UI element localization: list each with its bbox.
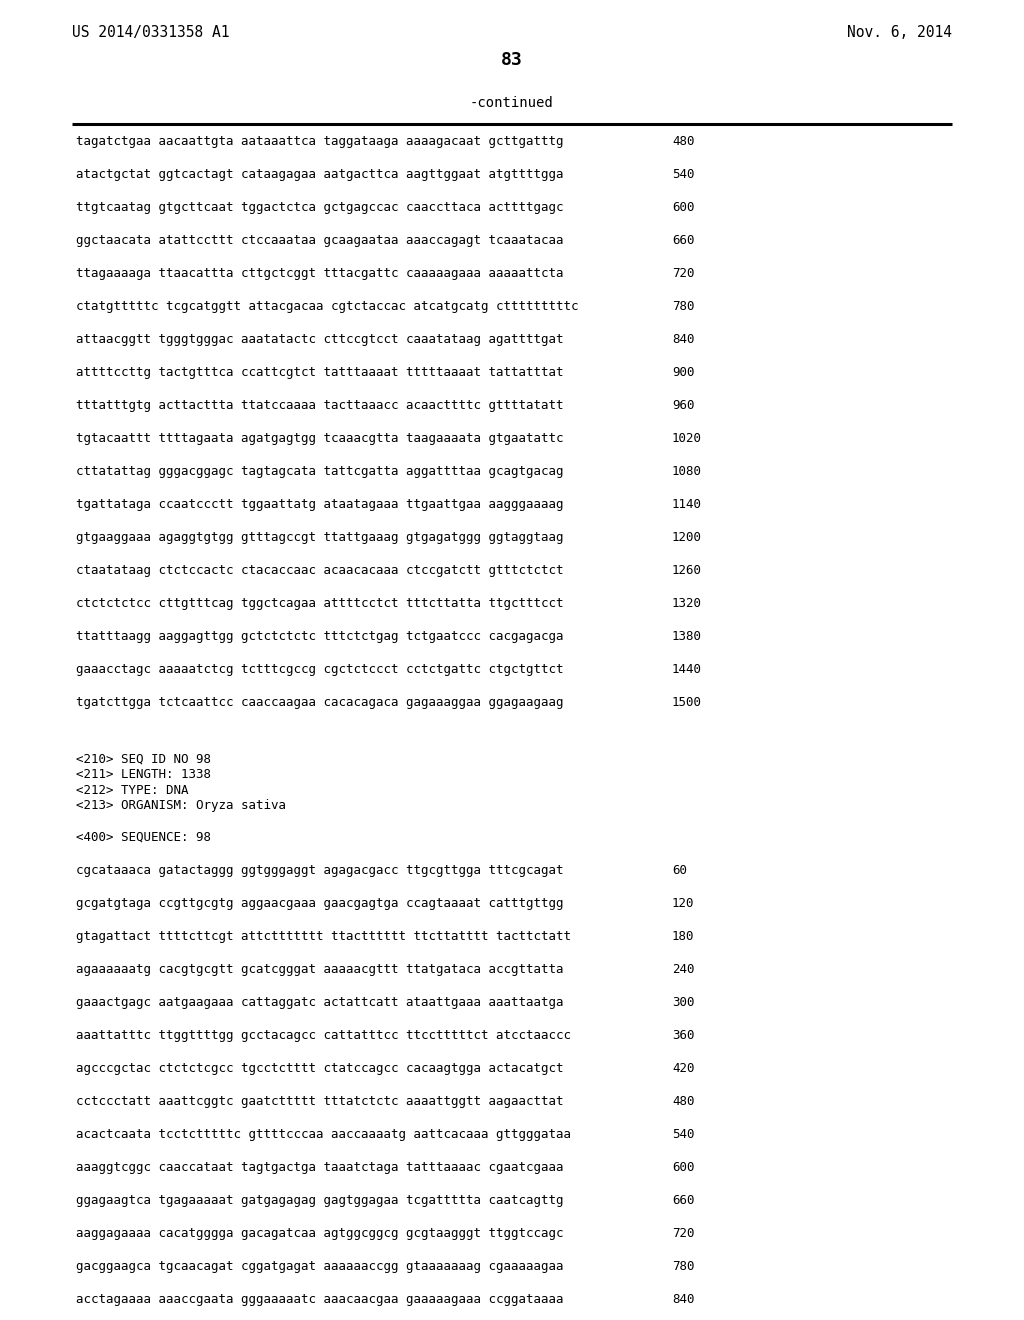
Text: acactcaata tcctctttttc gttttcccaa aaccaaaatg aattcacaaa gttgggataa: acactcaata tcctctttttc gttttcccaa aaccaa… bbox=[76, 1129, 571, 1140]
Text: ctatgtttttc tcgcatggtt attacgacaa cgtctaccac atcatgcatg ctttttttttc: ctatgtttttc tcgcatggtt attacgacaa cgtcta… bbox=[76, 300, 579, 313]
Text: 540: 540 bbox=[672, 168, 694, 181]
Text: <400> SEQUENCE: 98: <400> SEQUENCE: 98 bbox=[76, 832, 211, 843]
Text: ttagaaaaga ttaacattta cttgctcggt tttacgattc caaaaagaaa aaaaattcta: ttagaaaaga ttaacattta cttgctcggt tttacga… bbox=[76, 267, 563, 280]
Text: 900: 900 bbox=[672, 366, 694, 379]
Text: 600: 600 bbox=[672, 1162, 694, 1173]
Text: 780: 780 bbox=[672, 300, 694, 313]
Text: 780: 780 bbox=[672, 1261, 694, 1272]
Text: 240: 240 bbox=[672, 964, 694, 975]
Text: 660: 660 bbox=[672, 1195, 694, 1206]
Text: acctagaaaa aaaccgaata gggaaaaatc aaacaacgaa gaaaaagaaa ccggataaaa: acctagaaaa aaaccgaata gggaaaaatc aaacaac… bbox=[76, 1294, 563, 1305]
Text: 60: 60 bbox=[672, 865, 687, 876]
Text: cttatattag gggacggagc tagtagcata tattcgatta aggattttaa gcagtgacag: cttatattag gggacggagc tagtagcata tattcga… bbox=[76, 465, 563, 478]
Text: 960: 960 bbox=[672, 399, 694, 412]
Text: 360: 360 bbox=[672, 1030, 694, 1041]
Text: ctaatataag ctctccactc ctacaccaac acaacacaaa ctccgatctt gtttctctct: ctaatataag ctctccactc ctacaccaac acaacac… bbox=[76, 564, 563, 577]
Text: gtagattact ttttcttcgt attcttttttt ttactttttt ttcttatttt tacttctatt: gtagattact ttttcttcgt attcttttttt ttactt… bbox=[76, 931, 571, 942]
Text: gacggaagca tgcaacagat cggatgagat aaaaaaccgg gtaaaaaaag cgaaaaagaa: gacggaagca tgcaacagat cggatgagat aaaaaac… bbox=[76, 1261, 563, 1272]
Text: 840: 840 bbox=[672, 1294, 694, 1305]
Text: 1020: 1020 bbox=[672, 432, 702, 445]
Text: tgtacaattt ttttagaata agatgagtgg tcaaacgtta taagaaaata gtgaatattc: tgtacaattt ttttagaata agatgagtgg tcaaacg… bbox=[76, 432, 563, 445]
Text: 300: 300 bbox=[672, 997, 694, 1008]
Text: agcccgctac ctctctcgcc tgcctctttt ctatccagcc cacaagtgga actacatgct: agcccgctac ctctctcgcc tgcctctttt ctatcca… bbox=[76, 1063, 563, 1074]
Text: atactgctat ggtcactagt cataagagaa aatgacttca aagttggaat atgttttgga: atactgctat ggtcactagt cataagagaa aatgact… bbox=[76, 168, 563, 181]
Text: aaggagaaaa cacatgggga gacagatcaa agtggcggcg gcgtaagggt ttggtccagc: aaggagaaaa cacatgggga gacagatcaa agtggcg… bbox=[76, 1228, 563, 1239]
Text: 1080: 1080 bbox=[672, 465, 702, 478]
Text: tttatttgtg acttacttta ttatccaaaa tacttaaacc acaacttttc gttttatatt: tttatttgtg acttacttta ttatccaaaa tacttaa… bbox=[76, 399, 563, 412]
Text: ttatttaagg aaggagttgg gctctctctc tttctctgag tctgaatccc cacgagacga: ttatttaagg aaggagttgg gctctctctc tttctct… bbox=[76, 630, 563, 643]
Text: gaaacctagc aaaaatctcg tctttcgccg cgctctccct cctctgattc ctgctgttct: gaaacctagc aaaaatctcg tctttcgccg cgctctc… bbox=[76, 663, 563, 676]
Text: ggagaagtca tgagaaaaat gatgagagag gagtggagaa tcgattttta caatcagttg: ggagaagtca tgagaaaaat gatgagagag gagtgga… bbox=[76, 1195, 563, 1206]
Text: 540: 540 bbox=[672, 1129, 694, 1140]
Text: 720: 720 bbox=[672, 267, 694, 280]
Text: 420: 420 bbox=[672, 1063, 694, 1074]
Text: ggctaacata atattccttt ctccaaataa gcaagaataa aaaccagagt tcaaatacaa: ggctaacata atattccttt ctccaaataa gcaagaa… bbox=[76, 234, 563, 247]
Text: gcgatgtaga ccgttgcgtg aggaacgaaa gaacgagtga ccagtaaaat catttgttgg: gcgatgtaga ccgttgcgtg aggaacgaaa gaacgag… bbox=[76, 898, 563, 909]
Text: <213> ORGANISM: Oryza sativa: <213> ORGANISM: Oryza sativa bbox=[76, 800, 286, 813]
Text: attaacggtt tgggtgggac aaatatactc cttccgtcct caaatataag agattttgat: attaacggtt tgggtgggac aaatatactc cttccgt… bbox=[76, 333, 563, 346]
Text: 720: 720 bbox=[672, 1228, 694, 1239]
Text: 1140: 1140 bbox=[672, 498, 702, 511]
Text: 660: 660 bbox=[672, 234, 694, 247]
Text: attttccttg tactgtttca ccattcgtct tatttaaaat tttttaaaat tattatttat: attttccttg tactgtttca ccattcgtct tatttaa… bbox=[76, 366, 563, 379]
Text: ttgtcaatag gtgcttcaat tggactctca gctgagccac caaccttaca acttttgagc: ttgtcaatag gtgcttcaat tggactctca gctgagc… bbox=[76, 201, 563, 214]
Text: 1200: 1200 bbox=[672, 531, 702, 544]
Text: 840: 840 bbox=[672, 333, 694, 346]
Text: 600: 600 bbox=[672, 201, 694, 214]
Text: cgcataaaca gatactaggg ggtgggaggt agagacgacc ttgcgttgga tttcgcagat: cgcataaaca gatactaggg ggtgggaggt agagacg… bbox=[76, 865, 563, 876]
Text: 1260: 1260 bbox=[672, 564, 702, 577]
Text: tgatcttgga tctcaattcc caaccaagaa cacacagaca gagaaaggaa ggagaagaag: tgatcttgga tctcaattcc caaccaagaa cacacag… bbox=[76, 696, 563, 709]
Text: <210> SEQ ID NO 98: <210> SEQ ID NO 98 bbox=[76, 752, 211, 766]
Text: aaattatttc ttggttttgg gcctacagcc cattatttcc ttcctttttct atcctaaccc: aaattatttc ttggttttgg gcctacagcc cattatt… bbox=[76, 1030, 571, 1041]
Text: 480: 480 bbox=[672, 135, 694, 148]
Text: -continued: -continued bbox=[470, 96, 554, 110]
Text: ctctctctcc cttgtttcag tggctcagaa attttcctct tttcttatta ttgctttcct: ctctctctcc cttgtttcag tggctcagaa attttcc… bbox=[76, 597, 563, 610]
Text: 1380: 1380 bbox=[672, 630, 702, 643]
Text: 120: 120 bbox=[672, 898, 694, 909]
Text: 1440: 1440 bbox=[672, 663, 702, 676]
Text: 1320: 1320 bbox=[672, 597, 702, 610]
Text: US 2014/0331358 A1: US 2014/0331358 A1 bbox=[72, 25, 229, 40]
Text: gtgaaggaaa agaggtgtgg gtttagccgt ttattgaaag gtgagatggg ggtaggtaag: gtgaaggaaa agaggtgtgg gtttagccgt ttattga… bbox=[76, 531, 563, 544]
Text: gaaactgagc aatgaagaaa cattaggatc actattcatt ataattgaaa aaattaatga: gaaactgagc aatgaagaaa cattaggatc actattc… bbox=[76, 997, 563, 1008]
Text: 1500: 1500 bbox=[672, 696, 702, 709]
Text: 83: 83 bbox=[501, 51, 523, 69]
Text: <212> TYPE: DNA: <212> TYPE: DNA bbox=[76, 784, 188, 797]
Text: 180: 180 bbox=[672, 931, 694, 942]
Text: <211> LENGTH: 1338: <211> LENGTH: 1338 bbox=[76, 768, 211, 781]
Text: tgattataga ccaatccctt tggaattatg ataatagaaa ttgaattgaa aagggaaaag: tgattataga ccaatccctt tggaattatg ataatag… bbox=[76, 498, 563, 511]
Text: aaaggtcggc caaccataat tagtgactga taaatctaga tatttaaaac cgaatcgaaa: aaaggtcggc caaccataat tagtgactga taaatct… bbox=[76, 1162, 563, 1173]
Text: Nov. 6, 2014: Nov. 6, 2014 bbox=[847, 25, 952, 40]
Text: 480: 480 bbox=[672, 1096, 694, 1107]
Text: agaaaaaatg cacgtgcgtt gcatcgggat aaaaacgttt ttatgataca accgttatta: agaaaaaatg cacgtgcgtt gcatcgggat aaaaacg… bbox=[76, 964, 563, 975]
Text: cctccctatt aaattcggtc gaatcttttt tttatctctc aaaattggtt aagaacttat: cctccctatt aaattcggtc gaatcttttt tttatct… bbox=[76, 1096, 563, 1107]
Text: tagatctgaa aacaattgta aataaattca taggataaga aaaagacaat gcttgatttg: tagatctgaa aacaattgta aataaattca taggata… bbox=[76, 135, 563, 148]
